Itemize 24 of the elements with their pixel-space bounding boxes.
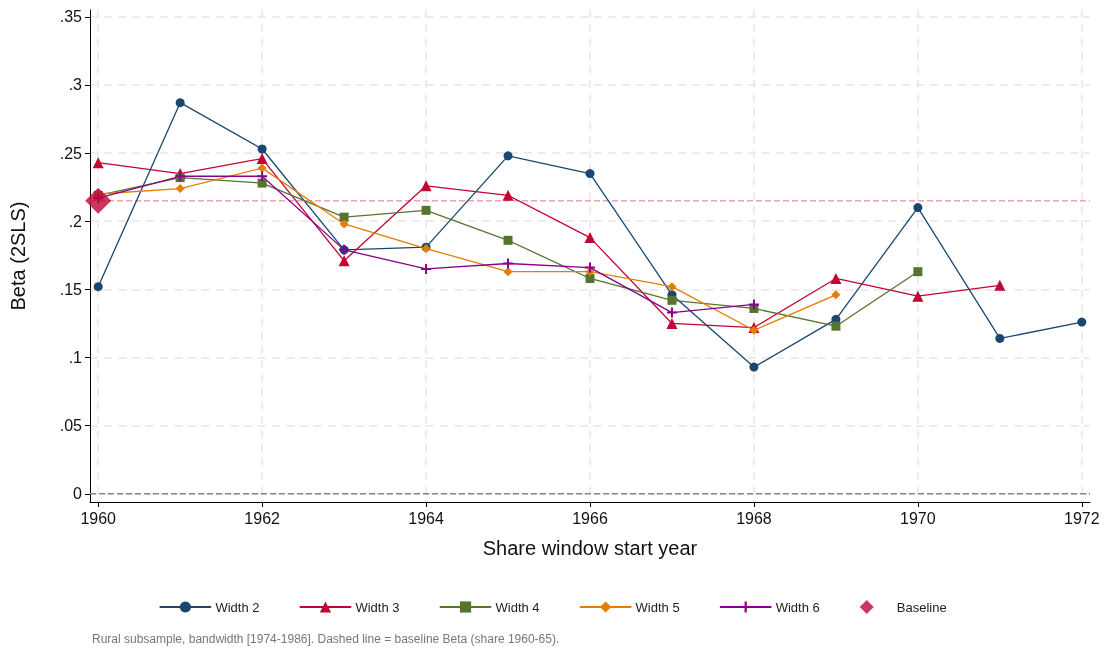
y-tick-label: .1 (68, 349, 83, 367)
x-tick-label: 1960 (80, 509, 117, 527)
x-tick-label: 1966 (572, 509, 608, 527)
x-tick-label: 1964 (408, 509, 444, 527)
legend-label: Baseline (896, 599, 947, 615)
x-axis-title: Share window start year (482, 537, 698, 559)
x-tick-label: 1972 (1064, 509, 1100, 527)
x-tick-label: 1968 (736, 509, 772, 527)
y-tick-label: 0 (73, 485, 83, 503)
text: Rural subsample, bandwidth [1974-1986]. Dashed line = baseline Beta (share 1960-65). (92, 632, 560, 646)
legend-label: Width 2 (215, 599, 260, 615)
legend-label: Width 4 (495, 599, 540, 615)
y-tick-label: .05 (59, 417, 83, 435)
legend-label: Width 3 (355, 599, 400, 615)
x-tick-label: 1970 (900, 509, 936, 527)
y-tick-label: .35 (59, 8, 83, 26)
y-tick-label: .3 (68, 76, 83, 94)
legend-label: Width 5 (635, 599, 680, 615)
y-tick-label: .15 (59, 280, 83, 298)
y-tick-label: .25 (59, 144, 83, 162)
y-axis-title: Beta (2SLS) (7, 201, 29, 311)
x-tick-label: 1962 (244, 509, 281, 527)
legend-label: Width 6 (775, 599, 820, 615)
y-tick-label: .2 (68, 212, 83, 230)
